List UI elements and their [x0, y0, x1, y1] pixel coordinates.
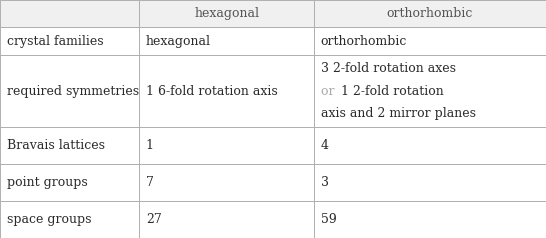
Text: 59: 59	[321, 213, 336, 226]
Bar	[0, 127, 139, 164]
Bar	[0, 164, 139, 201]
Text: 27: 27	[146, 213, 162, 226]
Text: 4: 4	[321, 139, 329, 152]
Bar	[314, 0, 546, 27]
Text: required symmetries: required symmetries	[7, 84, 139, 98]
Text: or: or	[321, 84, 338, 98]
Bar	[314, 55, 546, 127]
Text: 3: 3	[321, 176, 329, 189]
Text: orthorhombic: orthorhombic	[321, 35, 407, 48]
Text: crystal families: crystal families	[7, 35, 103, 48]
Bar	[139, 164, 314, 201]
Bar	[139, 27, 314, 55]
Bar	[139, 127, 314, 164]
Text: hexagonal: hexagonal	[194, 7, 259, 20]
Text: 1 6-fold rotation axis: 1 6-fold rotation axis	[146, 84, 277, 98]
Bar	[0, 27, 139, 55]
Bar	[0, 0, 139, 27]
Text: Bravais lattices: Bravais lattices	[7, 139, 104, 152]
Bar	[314, 127, 546, 164]
Text: orthorhombic: orthorhombic	[387, 7, 473, 20]
Bar	[139, 0, 314, 27]
Text: 3 2-fold rotation axes: 3 2-fold rotation axes	[321, 62, 455, 75]
Text: point groups: point groups	[7, 176, 87, 189]
Bar	[314, 164, 546, 201]
Text: hexagonal: hexagonal	[146, 35, 211, 48]
Text: 1 2-fold rotation: 1 2-fold rotation	[341, 84, 444, 98]
Bar	[0, 55, 139, 127]
Text: 1: 1	[146, 139, 154, 152]
Text: axis and 2 mirror planes: axis and 2 mirror planes	[321, 107, 476, 120]
Bar	[314, 201, 546, 238]
Bar	[0, 201, 139, 238]
Text: 7: 7	[146, 176, 153, 189]
Bar	[139, 55, 314, 127]
Text: space groups: space groups	[7, 213, 91, 226]
Bar	[139, 201, 314, 238]
Bar	[314, 27, 546, 55]
